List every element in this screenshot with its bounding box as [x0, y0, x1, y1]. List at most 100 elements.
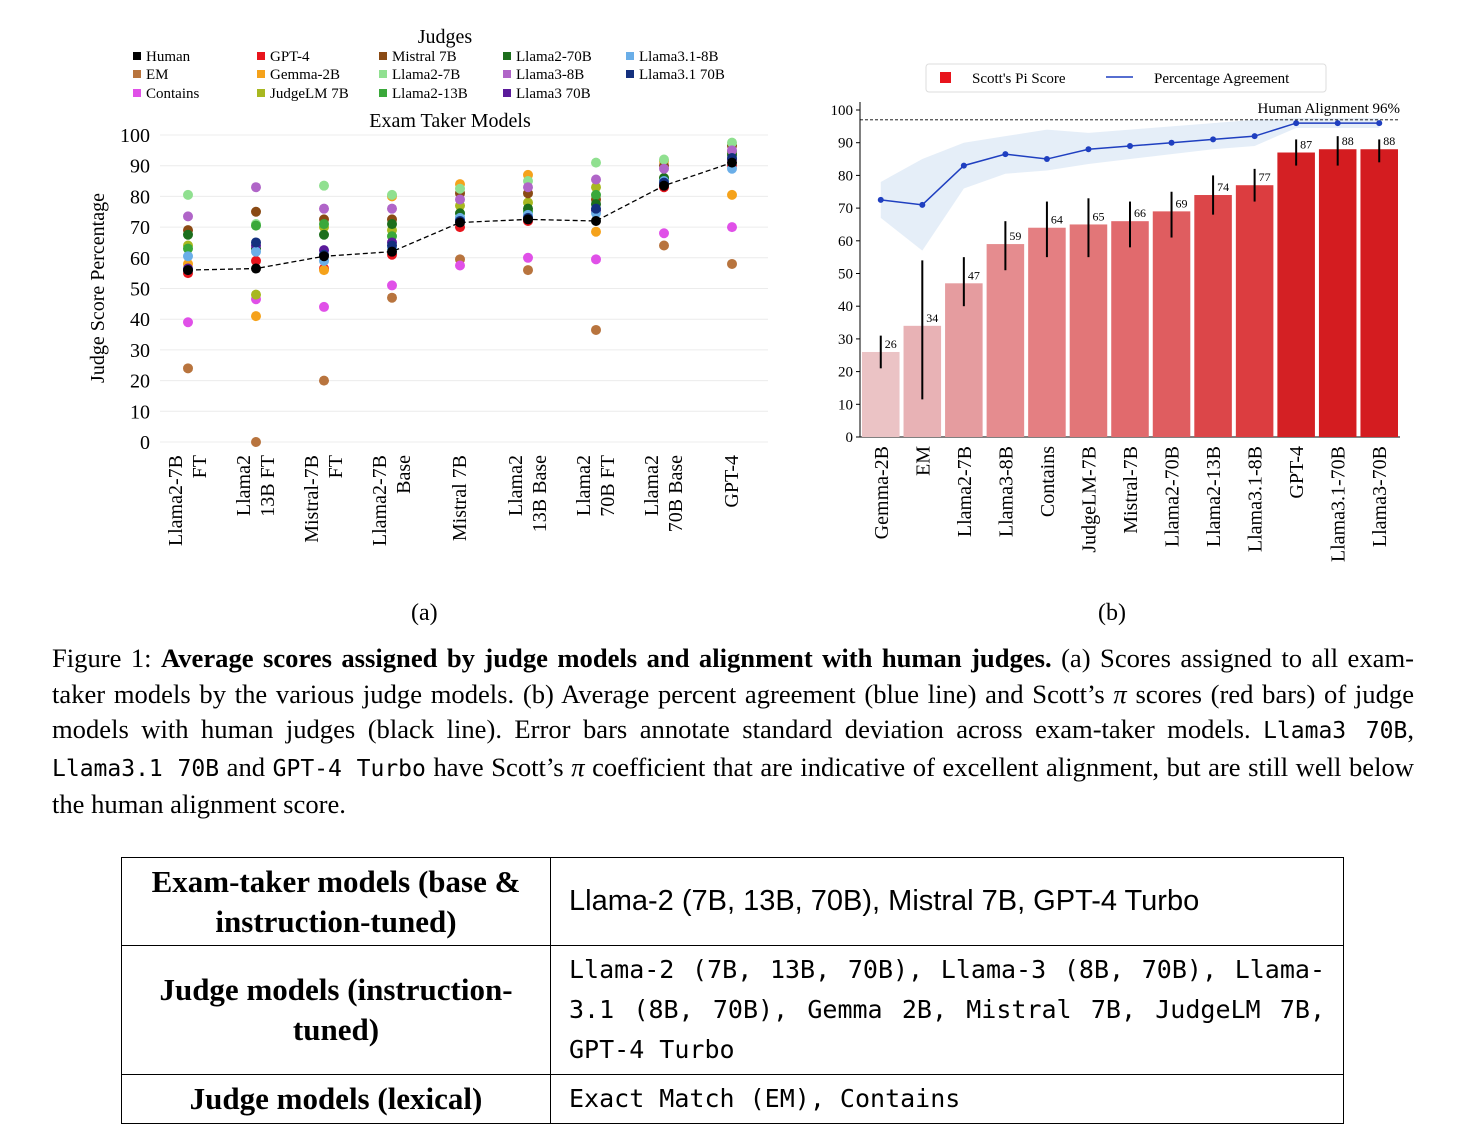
models-table: Exam-taker models (base & instruction-tu…	[121, 857, 1344, 1124]
x-tick-label: Llama2 13B FT	[233, 455, 279, 517]
caption-model-3: GPT-4 Turbo	[272, 755, 426, 782]
legend-label: Contains	[146, 86, 199, 102]
legend-label: Llama3 70B	[516, 86, 591, 102]
data-point	[591, 324, 601, 335]
x-tick-label: Llama2 70B Base	[641, 455, 687, 532]
bar	[1152, 211, 1191, 437]
figure-caption: Figure 1: Average scores assigned by jud…	[52, 641, 1414, 823]
x-tick-line: 70B FT	[597, 455, 619, 517]
data-point	[659, 154, 669, 165]
agreement-point	[1334, 120, 1341, 127]
legend-label: Llama3.1 70B	[639, 67, 725, 83]
agreement-point	[1376, 120, 1383, 127]
bar	[1069, 224, 1108, 437]
chart-b-alignment: 0 10 20 30 40 50 60 70 80 90 100 26 34 47 59 64 65 66 69 74…	[831, 63, 1400, 562]
caption-part2: scores (red bars) of judge models with h…	[52, 678, 1414, 745]
y-axis-label: Judge Score Percentage	[87, 193, 109, 383]
x-tick-label: Mistral 7B	[449, 455, 471, 541]
legend-label: Llama2-7B	[392, 67, 460, 83]
human-point	[727, 157, 737, 168]
bar-value-label: 65	[1092, 209, 1104, 223]
caption-model-1: Llama3 70B	[1263, 718, 1408, 744]
legend-label: JudgeLM 7B	[270, 86, 349, 102]
x-tick-label: Mistral-7B	[1120, 446, 1142, 534]
data-point	[659, 163, 669, 174]
data-point	[251, 289, 261, 300]
human-line	[187, 162, 733, 271]
agreement-point	[919, 201, 926, 208]
data-point	[591, 226, 601, 237]
legend-swatch	[379, 52, 387, 60]
x-tick-line: Llama2-7B	[369, 455, 391, 546]
caption-part4: coefficient that are indicative of excel…	[52, 751, 1414, 820]
data-point	[251, 206, 261, 217]
y-tick-label: 20	[838, 365, 853, 381]
x-tick-label: EM	[912, 446, 934, 476]
table-row-head: Judge models (instruction-tuned)	[121, 945, 551, 1075]
data-point	[591, 174, 601, 185]
x-tick-line: 70B Base	[665, 455, 687, 532]
x-tick-line: Mistral 7B	[449, 455, 471, 541]
bar-value-label: 88	[1383, 134, 1395, 148]
human-point	[319, 251, 329, 262]
legend-swatch	[503, 89, 511, 97]
y-tick-label: 30	[838, 332, 853, 348]
table-row-head: Exam-taker models (base & instruction-tu…	[121, 857, 551, 946]
bar	[1028, 227, 1066, 437]
table-row: Judge models (lexical) Exact Match (EM),…	[121, 1074, 1344, 1124]
bar	[1235, 185, 1274, 437]
y-tick-label: 10	[838, 397, 853, 413]
data-point	[251, 437, 261, 447]
x-tick-line: Llama2	[233, 455, 255, 516]
y-tick-label: 50	[838, 267, 853, 283]
caption-sep-1: ,	[1407, 714, 1414, 744]
table-row-value: Llama-2 (7B, 13B, 70B), Mistral 7B, GPT-…	[550, 857, 1344, 946]
agreement-point	[1293, 120, 1300, 127]
data-point	[727, 137, 737, 148]
human-point	[455, 217, 465, 228]
legend-label: Llama2-13B	[392, 86, 468, 102]
caption-model-2: Llama3.1 70B	[52, 755, 220, 782]
data-point	[727, 189, 737, 200]
y-tick-label: 80	[130, 186, 150, 208]
bar-value-label: 87	[1300, 138, 1312, 152]
y-tick-label: 70	[130, 217, 150, 239]
caption-part3: have Scott’s	[425, 751, 572, 782]
data-point	[251, 311, 261, 322]
data-point	[319, 265, 329, 276]
bar-value-label: 64	[1051, 213, 1063, 227]
bar-value-label: 26	[885, 337, 897, 351]
bar-value-label: 66	[1134, 206, 1146, 220]
data-point	[523, 252, 533, 263]
table-row-head: Judge models (lexical)	[121, 1074, 551, 1124]
legend-swatch	[257, 52, 265, 60]
data-point	[183, 189, 193, 200]
data-point	[183, 211, 193, 222]
data-point	[523, 265, 533, 276]
x-tick-line: Base	[393, 455, 415, 494]
legend-swatch	[626, 52, 634, 60]
legend-label: Scott's Pi Score	[972, 71, 1066, 87]
sub-label-b: (b)	[1098, 600, 1126, 626]
y-tick-label: 30	[130, 340, 150, 362]
x-tick-label: Llama2-7B FT	[165, 455, 211, 546]
bar	[1360, 149, 1398, 438]
data-point	[591, 182, 601, 193]
legend-label: Gemma-2B	[270, 67, 340, 83]
data-point	[319, 180, 329, 191]
legend-swatch	[257, 89, 265, 97]
data-point	[659, 240, 669, 251]
x-tick-line: 13B Base	[529, 455, 551, 532]
agreement-point	[1127, 142, 1133, 149]
legend-swatch	[133, 89, 141, 97]
bar	[945, 283, 983, 437]
human-point	[523, 214, 533, 225]
legend-label: Percentage Agreement	[1154, 71, 1290, 87]
y-tick-label: 100	[120, 125, 150, 147]
chart-a-judge-scores: 0 10 20 30 40 50 60 70 80 90 100 Judge Score Percen…	[87, 26, 768, 546]
x-tick-line: Llama2	[573, 455, 595, 516]
legend-swatch	[503, 52, 511, 60]
legend-swatch	[257, 70, 265, 78]
x-tick-label: Llama2-13B	[1203, 446, 1225, 547]
agreement-point	[1251, 133, 1258, 140]
